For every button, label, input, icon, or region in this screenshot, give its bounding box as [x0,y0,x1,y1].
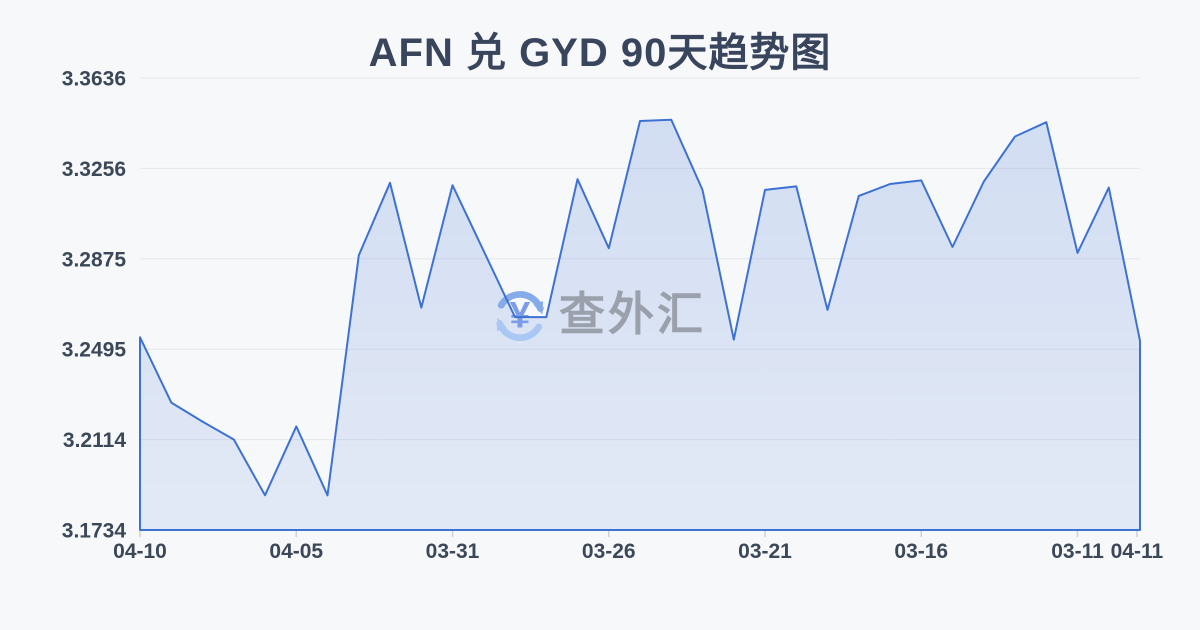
x-axis-label: 04-11 [1111,540,1164,563]
x-axis-label: 03-21 [738,540,792,563]
y-axis-label: 3.2495 [62,339,127,362]
y-axis-label: 3.3256 [62,158,126,181]
x-axis-label: 03-26 [582,540,636,563]
x-axis-label: 04-10 [113,540,167,563]
y-axis-label: 3.3636 [62,68,126,91]
x-axis-label: 03-31 [426,540,480,563]
chart-title: AFN 兑 GYD 90天趋势图 [368,31,832,75]
y-axis-label: 3.2875 [62,248,127,271]
yen-exchange-icon: ¥ [496,291,544,342]
svg-text:¥: ¥ [510,293,531,335]
y-axis-label: 3.1734 [62,520,127,543]
y-axis-label: 3.2114 [63,429,126,452]
x-axis-label: 03-11 [1051,540,1104,563]
x-axis-label: 04-05 [269,540,323,563]
x-axis-label: 03-16 [894,540,948,563]
watermark: ¥ 查外汇 [487,281,706,347]
watermark-text: 查外汇 [559,288,706,340]
